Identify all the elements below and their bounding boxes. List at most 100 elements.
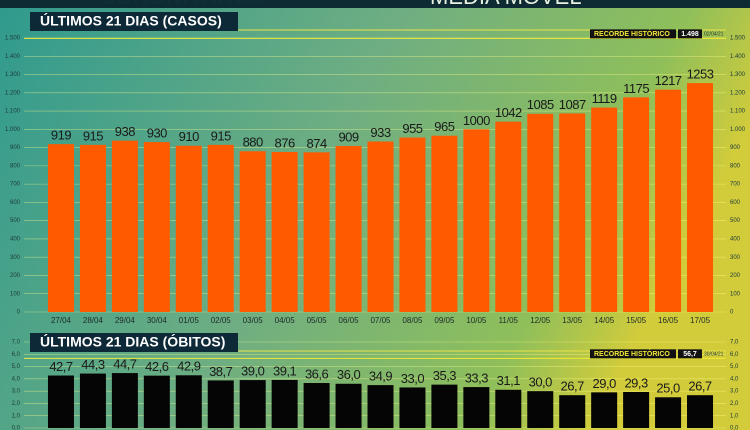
y-tick-label: 500 xyxy=(730,218,741,224)
y-tick-label: 1.400 xyxy=(730,54,746,60)
y-tick-label: 900 xyxy=(730,145,741,151)
header-title: CORONAVÍRUS xyxy=(100,0,263,9)
bar xyxy=(175,375,202,428)
y-tick-label: 100 xyxy=(10,291,21,297)
y-tick-label: 1.100 xyxy=(730,109,746,115)
value-label: 933 xyxy=(370,125,390,140)
value-label: 42,6 xyxy=(145,359,169,374)
bar xyxy=(463,387,490,428)
y-tick-label: 7,0 xyxy=(12,340,21,346)
bar xyxy=(335,383,362,428)
bar xyxy=(367,385,394,428)
value-label: 30,0 xyxy=(529,375,553,390)
value-label: 910 xyxy=(179,129,199,144)
y-tick-label: 2,0 xyxy=(730,401,739,407)
value-label: 915 xyxy=(83,128,103,143)
y-tick-label: 0,0 xyxy=(12,426,21,430)
bar xyxy=(47,144,74,312)
y-tick-label: 2,0 xyxy=(12,401,21,407)
value-label: 874 xyxy=(306,136,326,151)
x-tick-label: 10/05 xyxy=(466,316,487,325)
chart-title: ÚLTIMOS 21 DIAS (CASOS) xyxy=(40,12,222,29)
bar xyxy=(303,383,330,428)
y-tick-label: 600 xyxy=(10,200,21,206)
bar xyxy=(271,379,298,428)
record-label: RECORDE HISTÓRICO xyxy=(594,29,670,38)
x-tick-label: 16/05 xyxy=(658,316,679,325)
value-label: 36,6 xyxy=(305,366,329,381)
x-tick-label: 27/04 xyxy=(51,316,72,325)
value-label: 31,1 xyxy=(497,373,521,388)
value-label: 34,9 xyxy=(369,369,393,384)
value-label: 38,7 xyxy=(209,364,233,379)
x-tick-label: 05/05 xyxy=(307,316,328,325)
y-tick-label: 4,0 xyxy=(730,376,739,382)
y-tick-label: 1.300 xyxy=(5,72,21,78)
bar xyxy=(687,395,714,428)
value-label: 29,3 xyxy=(624,375,648,390)
y-tick-label: 500 xyxy=(10,218,21,224)
value-label: 1042 xyxy=(495,105,522,120)
bar xyxy=(79,144,106,312)
title-bar xyxy=(30,333,238,352)
y-tick-label: 1.300 xyxy=(730,72,746,78)
value-label: 26,7 xyxy=(561,379,585,394)
chart-title: ÚLTIMOS 21 DIAS (ÓBITOS) xyxy=(40,333,225,350)
bar xyxy=(495,389,522,428)
bar xyxy=(175,145,202,312)
bar xyxy=(431,135,458,312)
y-tick-label: 1,0 xyxy=(730,413,739,419)
y-tick-label: 0 xyxy=(17,310,21,316)
bar xyxy=(655,89,682,312)
bar xyxy=(431,384,458,428)
y-tick-label: 800 xyxy=(730,163,741,169)
record-value-box xyxy=(678,29,702,39)
y-tick-label: 700 xyxy=(10,182,21,188)
x-tick-label: 29/04 xyxy=(115,316,136,325)
x-tick-label: 08/05 xyxy=(402,316,423,325)
bar xyxy=(335,145,362,312)
x-tick-label: 04/05 xyxy=(275,316,296,325)
bar xyxy=(111,373,138,428)
record-date: 30/04/21 xyxy=(704,351,724,357)
value-label: 42,7 xyxy=(49,359,73,374)
y-tick-label: 700 xyxy=(730,182,741,188)
y-tick-label: 800 xyxy=(10,163,21,169)
y-tick-label: 0,0 xyxy=(730,426,739,430)
header-band xyxy=(0,0,750,8)
y-tick-label: 1.500 xyxy=(730,36,746,42)
x-tick-label: 30/04 xyxy=(147,316,168,325)
value-label: 33,3 xyxy=(465,371,489,386)
value-label: 36,0 xyxy=(337,367,361,382)
value-label: 39,1 xyxy=(273,363,297,378)
x-tick-label: 01/05 xyxy=(179,316,200,325)
y-tick-label: 6,0 xyxy=(730,352,739,358)
y-tick-label: 1.000 xyxy=(730,127,746,133)
value-label: 1087 xyxy=(559,97,586,112)
x-tick-label: 03/05 xyxy=(243,316,264,325)
bar xyxy=(687,83,714,312)
x-tick-label: 02/05 xyxy=(211,316,232,325)
y-tick-label: 900 xyxy=(10,145,21,151)
bar xyxy=(495,121,522,312)
y-tick-label: 1.200 xyxy=(5,90,21,96)
x-tick-label: 06/05 xyxy=(339,316,360,325)
x-tick-label: 09/05 xyxy=(434,316,455,325)
y-tick-label: 1.400 xyxy=(5,54,21,60)
y-tick-label: 4,0 xyxy=(12,376,21,382)
x-tick-label: 11/05 xyxy=(499,316,519,325)
y-tick-label: 200 xyxy=(10,273,21,279)
value-label: 26,7 xyxy=(688,379,712,394)
value-label: 42,9 xyxy=(177,359,201,374)
y-tick-label: 3,0 xyxy=(12,389,21,395)
bar xyxy=(623,392,650,428)
value-label: 35,3 xyxy=(433,368,457,383)
bar xyxy=(207,144,234,312)
value-label: 1217 xyxy=(655,73,682,88)
record-label: RECORDE HISTÓRICO xyxy=(594,349,670,358)
bar xyxy=(207,380,234,428)
y-tick-label: 100 xyxy=(730,291,741,297)
value-label: 938 xyxy=(115,124,135,139)
value-label: 44,7 xyxy=(113,357,137,372)
